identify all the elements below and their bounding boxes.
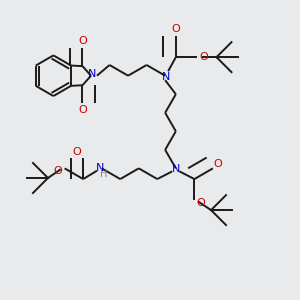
- Text: O: O: [78, 36, 87, 46]
- Text: H: H: [100, 169, 108, 179]
- Text: N: N: [172, 164, 181, 174]
- Text: O: O: [78, 105, 87, 115]
- Text: N: N: [88, 69, 96, 79]
- Text: O: O: [54, 166, 62, 176]
- Text: O: O: [172, 24, 180, 34]
- Text: O: O: [73, 147, 82, 157]
- Text: O: O: [196, 198, 205, 208]
- Text: N: N: [162, 72, 170, 82]
- Text: O: O: [213, 159, 222, 169]
- Text: O: O: [200, 52, 208, 62]
- Text: N: N: [96, 163, 104, 173]
